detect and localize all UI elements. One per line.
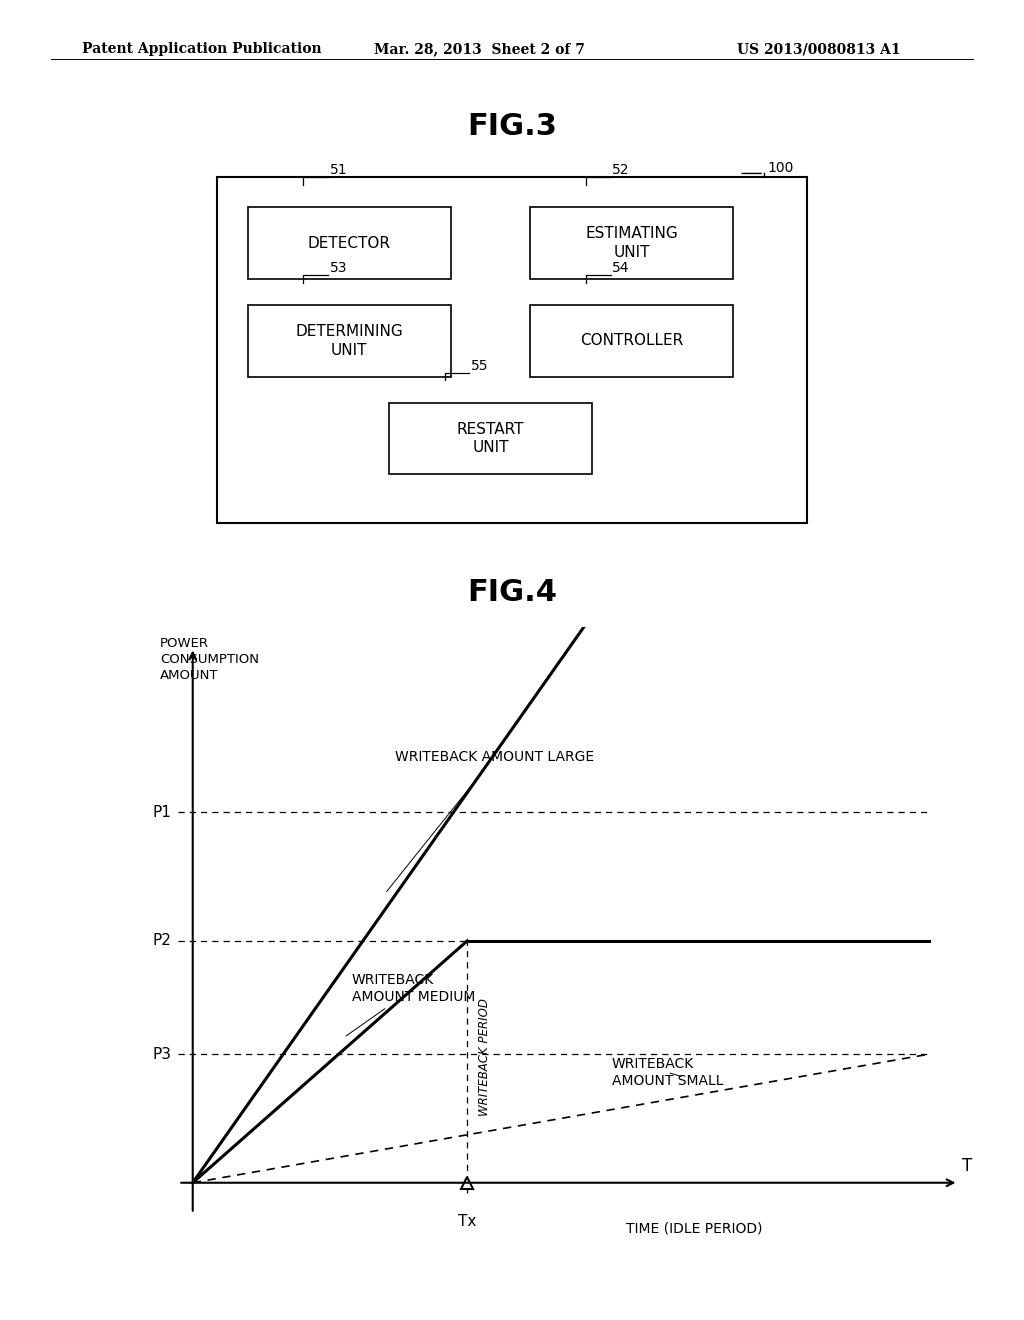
Bar [248, 207, 451, 279]
Text: DETECTOR: DETECTOR [307, 235, 391, 251]
Text: WRITEBACK AMOUNT LARGE: WRITEBACK AMOUNT LARGE [387, 750, 594, 891]
Text: TIME (IDLE PERIOD): TIME (IDLE PERIOD) [626, 1221, 763, 1236]
Text: P3: P3 [152, 1047, 171, 1061]
Text: WRITEBACK PERIOD: WRITEBACK PERIOD [478, 998, 492, 1115]
Text: P1: P1 [153, 805, 171, 820]
Text: 54: 54 [612, 261, 630, 275]
Text: Tx: Tx [458, 1213, 476, 1229]
Bar [248, 305, 451, 376]
Text: T: T [962, 1158, 972, 1175]
Text: US 2013/0080813 A1: US 2013/0080813 A1 [737, 42, 901, 57]
Text: Patent Application Publication: Patent Application Publication [82, 42, 322, 57]
Text: 51: 51 [330, 164, 347, 177]
Text: 55: 55 [471, 359, 488, 372]
Text: RESTART
UNIT: RESTART UNIT [457, 422, 524, 455]
Text: 52: 52 [612, 164, 630, 177]
Text: WRITEBACK
AMOUNT MEDIUM: WRITEBACK AMOUNT MEDIUM [346, 973, 475, 1036]
Text: FIG.3: FIG.3 [467, 112, 557, 141]
Text: P2: P2 [153, 933, 171, 948]
Text: POWER
CONSUMPTION
AMOUNT: POWER CONSUMPTION AMOUNT [160, 638, 259, 682]
Text: CONTROLLER: CONTROLLER [581, 334, 683, 348]
Bar [530, 207, 733, 279]
Text: FIG.4: FIG.4 [467, 578, 557, 607]
Text: WRITEBACK
AMOUNT SMALL: WRITEBACK AMOUNT SMALL [611, 1057, 723, 1088]
Text: 100: 100 [767, 161, 794, 176]
Text: DETERMINING
UNIT: DETERMINING UNIT [295, 323, 403, 358]
Bar [530, 305, 733, 376]
Text: ESTIMATING
UNIT: ESTIMATING UNIT [586, 226, 678, 260]
Text: 53: 53 [330, 261, 347, 275]
Text: Mar. 28, 2013  Sheet 2 of 7: Mar. 28, 2013 Sheet 2 of 7 [374, 42, 585, 57]
Bar [389, 403, 592, 474]
